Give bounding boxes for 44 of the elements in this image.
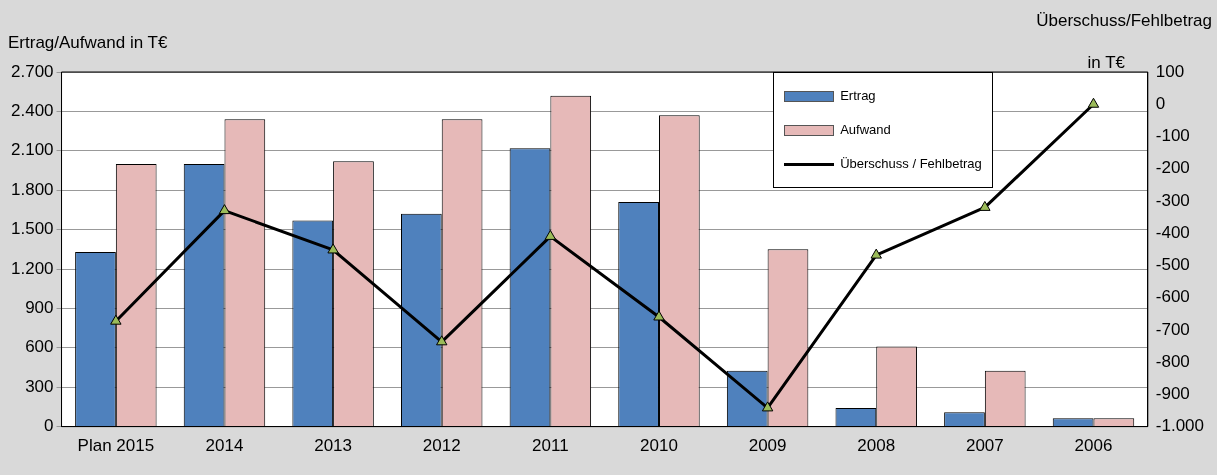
y-tick-label: 1.200	[10, 258, 54, 278]
x-tick-label: 2013	[314, 436, 353, 456]
y2-tick-label: -500	[1155, 255, 1190, 275]
y2-tick-label: -300	[1155, 190, 1190, 210]
x-tick-label: 2009	[748, 436, 787, 456]
y-tick-label: 0	[44, 416, 54, 436]
y-tick-label: 1.500	[10, 219, 54, 239]
x-tick-label: 2011	[532, 436, 569, 456]
y-tick-label: 900	[25, 298, 54, 318]
legend-label: Überschuss / Fehlbetrag	[840, 155, 982, 173]
y-tick-label: 1.800	[10, 179, 54, 199]
point	[761, 401, 774, 412]
point	[218, 204, 231, 215]
y2-tick-label: -600	[1155, 287, 1190, 307]
y-tick-label: 2.400	[10, 101, 54, 121]
point	[436, 335, 448, 346]
y2-tick-label: -800	[1155, 351, 1190, 371]
x-tick-label: 2010	[640, 436, 678, 456]
y2-tick-label: 0	[1155, 93, 1166, 113]
x-tick-label: 2012	[422, 436, 461, 456]
y-tick-label: 300	[25, 376, 54, 396]
point	[979, 200, 991, 211]
y-tick-label: 2.100	[10, 140, 54, 160]
point	[1087, 97, 1100, 108]
point	[544, 229, 557, 240]
y2-tick-label: -700	[1155, 319, 1190, 339]
y2-tick-label: -1.000	[1155, 416, 1204, 436]
y2-tick-label: -200	[1155, 158, 1190, 178]
x-tick-label: 2006	[1074, 436, 1113, 456]
y2-tick-label: -900	[1155, 384, 1190, 404]
point	[110, 314, 122, 325]
x-tick-label: 2008	[857, 436, 896, 456]
x-tick-label: 2007	[965, 436, 1004, 456]
point	[870, 248, 882, 259]
y-axis-title: Ertrag/Aufwand in T€	[8, 33, 168, 52]
x-tick-label: 2014	[205, 436, 244, 456]
y-tick-label: 600	[25, 337, 54, 357]
y2-tick-label: -100	[1155, 126, 1190, 146]
y2-tick-label: -400	[1155, 222, 1190, 242]
x-tick-label: Plan 2015	[77, 436, 155, 456]
legend-label: Ertrag	[840, 87, 876, 105]
y-tick-label: 2.700	[10, 61, 54, 81]
point	[327, 243, 339, 254]
legend-label: Aufwand	[840, 121, 891, 139]
